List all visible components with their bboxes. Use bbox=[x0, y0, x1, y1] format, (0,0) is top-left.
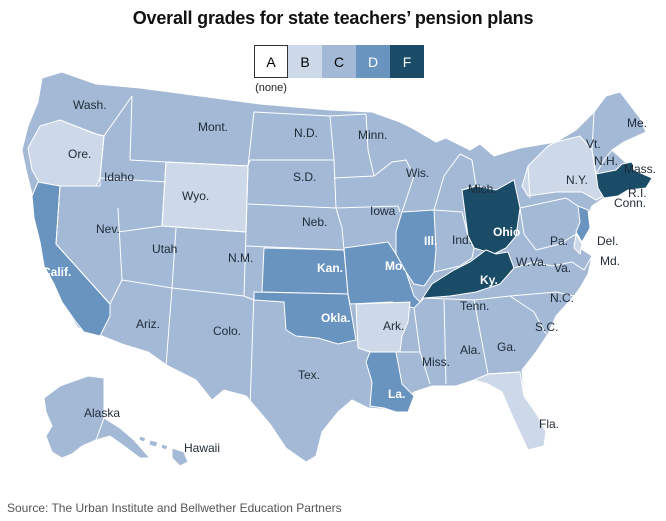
legend-label: D bbox=[367, 53, 379, 70]
state-label: Wis. bbox=[406, 166, 429, 180]
state-label: N.J. bbox=[598, 217, 620, 231]
state-label: Idaho bbox=[104, 170, 134, 184]
state-label: Iowa bbox=[370, 204, 396, 218]
state-label: R.I. bbox=[628, 186, 647, 200]
legend-label: A bbox=[266, 53, 276, 70]
state-label: Mass. bbox=[624, 162, 656, 176]
state-label: Wash. bbox=[73, 98, 107, 112]
state-shape-ill bbox=[395, 209, 437, 287]
state-label: Okla. bbox=[321, 311, 350, 325]
state-label: W.Va. bbox=[516, 255, 547, 269]
state-label: La. bbox=[388, 387, 405, 401]
legend-label: C bbox=[333, 53, 345, 70]
state-label: Tex. bbox=[298, 368, 320, 382]
state-label: S.C. bbox=[535, 320, 558, 334]
state-label: Wyo. bbox=[182, 189, 209, 203]
state-shape-ark bbox=[355, 301, 411, 353]
legend-grade-f: F bbox=[390, 45, 424, 78]
state-labels: Wash. Ore. Calif. Idaho Nev. Mont. Wyo. Utah Ari… bbox=[42, 98, 656, 455]
state-label: Ill. bbox=[424, 234, 437, 248]
state-label: Tenn. bbox=[460, 299, 489, 313]
map-title: Overall grades for state teachers’ pensi… bbox=[132, 8, 534, 28]
state-shape-la bbox=[365, 351, 415, 413]
state-shape-alaska bbox=[43, 375, 105, 459]
hawaii-islands bbox=[138, 435, 189, 467]
state-shape-del bbox=[573, 232, 583, 256]
grade-legend: A B C D F (none) bbox=[254, 45, 424, 94]
state-label: Colo. bbox=[213, 324, 241, 338]
state-label: Ind. bbox=[452, 233, 472, 247]
state-shape-ma-ri-ct bbox=[595, 161, 653, 199]
state-label: N.C. bbox=[550, 291, 574, 305]
state-label: Conn. bbox=[614, 196, 646, 210]
state-shape-fla bbox=[472, 371, 547, 451]
state-label: Miss. bbox=[422, 355, 450, 369]
state-shape-nj bbox=[575, 205, 591, 243]
state-label: Utah bbox=[152, 242, 177, 256]
state-label: Ga. bbox=[497, 340, 516, 354]
state-label: Mo. bbox=[385, 259, 406, 273]
state-label: S.D. bbox=[293, 170, 316, 184]
legend-grade-b: B bbox=[288, 45, 322, 78]
state-label: Fla. bbox=[539, 417, 559, 431]
state-label: N.D. bbox=[294, 126, 318, 140]
state-label: Calif. bbox=[42, 265, 71, 279]
state-label: Vt. bbox=[586, 137, 601, 151]
legend-grade-d: D bbox=[356, 45, 390, 78]
legend-grade-a: A bbox=[254, 45, 288, 78]
state-label: Alaska bbox=[84, 406, 120, 420]
state-label: Neb. bbox=[302, 215, 327, 229]
state-label: Va. bbox=[554, 261, 571, 275]
state-borders bbox=[55, 95, 613, 409]
state-label: Ore. bbox=[68, 147, 91, 161]
state-label: Kan. bbox=[317, 261, 343, 275]
state-label: Mont. bbox=[198, 120, 228, 134]
state-label: N.Y. bbox=[566, 173, 588, 187]
legend-grade-c: C bbox=[322, 45, 356, 78]
state-label: Ohio bbox=[493, 225, 520, 239]
state-label: Ky. bbox=[480, 273, 498, 287]
state-label: Del. bbox=[597, 234, 618, 248]
legend-none-note: (none) bbox=[255, 82, 287, 94]
state-shape-okla bbox=[253, 291, 357, 345]
state-label: Ala. bbox=[460, 343, 481, 357]
state-label: N.H. bbox=[594, 154, 618, 168]
state-label: Minn. bbox=[358, 128, 387, 142]
state-label: Mich. bbox=[468, 182, 497, 196]
state-label: Nev. bbox=[96, 222, 120, 236]
legend-label: F bbox=[402, 53, 412, 70]
source-note: Source: The Urban Institute and Bellweth… bbox=[7, 501, 342, 515]
state-label: Ark. bbox=[383, 319, 404, 333]
state-label: Md. bbox=[600, 254, 620, 268]
state-label: Me. bbox=[627, 116, 647, 130]
state-label: Hawaii bbox=[184, 441, 220, 455]
state-label: Ariz. bbox=[136, 317, 160, 331]
state-label: N.M. bbox=[228, 251, 253, 265]
state-label: Pa. bbox=[550, 234, 568, 248]
legend-label: B bbox=[300, 53, 310, 70]
